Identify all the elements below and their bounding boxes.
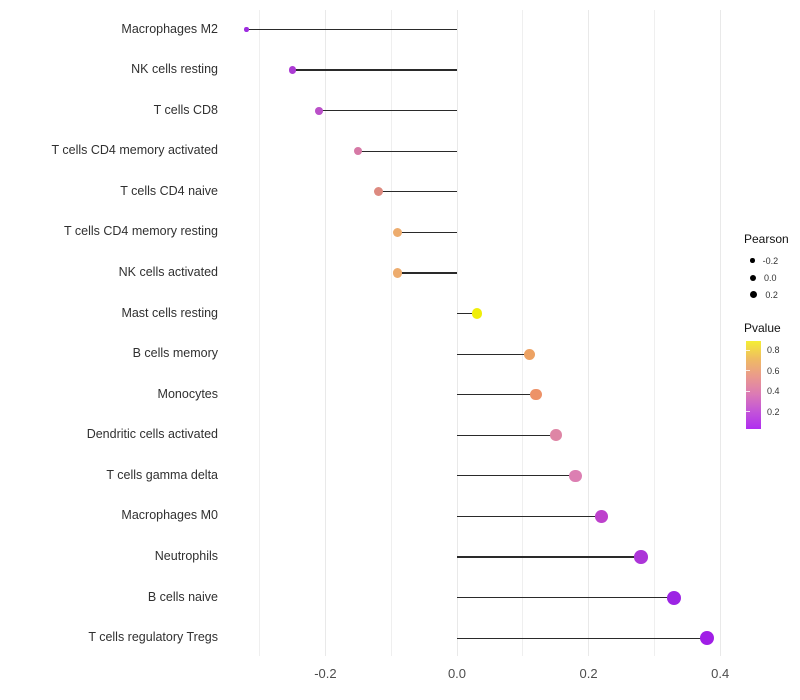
y-axis-label: T cells CD4 memory activated	[51, 143, 219, 158]
x-tick-label: -0.2	[314, 666, 337, 681]
data-point	[569, 469, 582, 483]
size-legend-label: 0.2	[765, 289, 778, 300]
size-legend-items: -0.2 0.0 0.2	[744, 252, 800, 303]
data-point	[373, 187, 383, 197]
data-point	[393, 227, 403, 238]
lollipop-stem	[457, 597, 675, 599]
lollipop-stem	[457, 475, 576, 477]
gridline-x-0.3	[653, 10, 655, 656]
y-axis-label: T cells gamma delta	[106, 467, 218, 482]
y-axis-label: Mast cells resting	[121, 305, 218, 320]
pvalue-colorbar	[746, 341, 761, 429]
colorbar-tick	[746, 349, 750, 351]
y-axis-label: Macrophages M2	[121, 21, 218, 36]
lollipop-stem	[457, 515, 602, 518]
data-point	[354, 147, 363, 156]
x-tick-label: 0.4	[711, 666, 730, 681]
data-point	[314, 106, 323, 115]
gridline-x-0.2	[588, 10, 590, 656]
colorbar-tick	[746, 370, 750, 372]
size-legend-label: -0.2	[762, 255, 779, 266]
gridline-x-0.1	[522, 10, 524, 656]
data-point	[471, 308, 482, 319]
y-axis-label: Dendritic cells activated	[86, 427, 218, 442]
y-axis-label: Neutrophils	[154, 549, 218, 564]
y-axis-label: T cells CD8	[153, 102, 218, 117]
y-axis-label: Monocytes	[157, 386, 218, 401]
gridline-x--0.1	[390, 10, 392, 656]
size-legend-item: -0.2	[744, 252, 800, 269]
lollipop-stem	[397, 272, 457, 274]
colorbar-tick	[746, 411, 750, 413]
lollipop-stem	[358, 150, 457, 152]
data-point	[667, 590, 682, 605]
colorbar-tick-label: 0.8	[767, 345, 780, 356]
lollipop-stem	[457, 312, 477, 315]
gridline-x--0.2	[324, 10, 326, 656]
lollipop-stem	[457, 353, 530, 355]
data-point	[530, 389, 542, 401]
data-point	[549, 429, 562, 442]
size-legend-dot	[750, 290, 758, 299]
colorbar-tick	[746, 390, 750, 392]
y-axis-label: T cells regulatory Tregs	[88, 630, 218, 645]
size-legend-item: 0.2	[744, 286, 800, 303]
lollipop-stem	[397, 231, 457, 233]
x-tick-label: 0.2	[579, 666, 598, 681]
data-point	[393, 268, 403, 278]
colorbar-tick-label: 0.2	[767, 406, 780, 417]
data-point	[523, 348, 535, 360]
y-axis-label: NK cells resting	[131, 62, 218, 77]
size-legend-label: 0.0	[764, 272, 777, 283]
size-legend-dot	[750, 258, 755, 263]
y-axis-label: B cells memory	[132, 346, 218, 361]
gridline-x-0.4	[719, 10, 721, 656]
data-point	[595, 510, 609, 523]
x-tick-label: 0.0	[447, 666, 467, 681]
data-point	[244, 27, 249, 32]
lollipop-stem	[378, 191, 457, 193]
gridline-x-0	[456, 10, 458, 656]
lollipop-stem	[246, 28, 457, 31]
y-axis-label: NK cells activated	[118, 264, 218, 279]
color-legend-title: Pvalue	[744, 321, 781, 335]
gridline-x--0.3	[259, 10, 261, 656]
colorbar-tick-label: 0.6	[767, 365, 780, 376]
lollipop-stem	[457, 556, 642, 558]
size-legend-title: Pearson	[744, 232, 789, 246]
data-point	[288, 66, 297, 74]
data-point	[634, 550, 649, 564]
lollipop-stem	[457, 637, 708, 639]
size-legend-item: 0.0	[744, 269, 800, 286]
colorbar-tick-label: 0.4	[767, 386, 780, 397]
legend: Pearson -0.2 0.0 0.2 Pvalue 0.8 0.6 0.4 0.2	[744, 232, 800, 433]
color-legend-bar-wrap: 0.8 0.6 0.4 0.2	[744, 341, 800, 433]
lollipop-stem	[292, 69, 457, 71]
y-axis-label: T cells CD4 naive	[120, 183, 218, 198]
size-legend-dot	[750, 274, 756, 281]
data-point	[699, 630, 715, 646]
lollipop-stem	[457, 394, 536, 396]
lollipop-stem	[318, 110, 457, 112]
y-axis-label: T cells CD4 memory resting	[64, 224, 218, 239]
y-axis-label: B cells naive	[147, 589, 218, 604]
y-axis-label: Macrophages M0	[121, 508, 218, 523]
lollipop-stem	[457, 434, 556, 436]
